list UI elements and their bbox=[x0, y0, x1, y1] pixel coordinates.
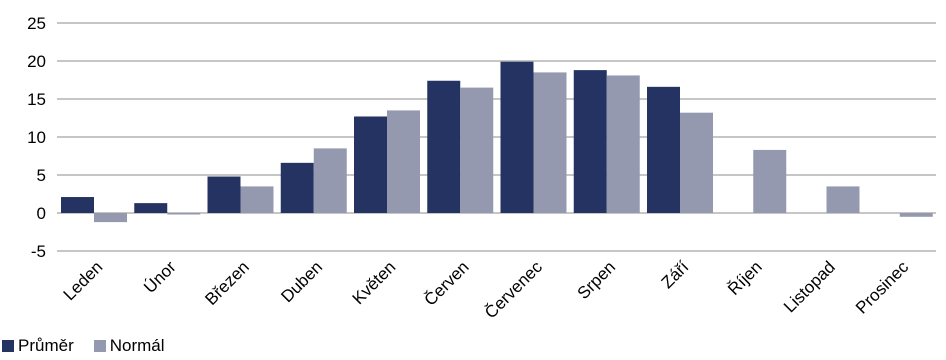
legend-label-prumer: Průměr bbox=[18, 336, 74, 355]
bar-prumer-unor bbox=[134, 203, 168, 213]
legend: Průměr Normál bbox=[2, 336, 185, 356]
y-tick-label: 5 bbox=[37, 166, 46, 185]
bar-prumer-duben bbox=[280, 162, 314, 213]
y-tick-label: 0 bbox=[37, 204, 46, 223]
bar-normal-unor bbox=[167, 213, 201, 215]
x-tick-label-kveten: Květen bbox=[349, 257, 400, 308]
y-tick-label: 10 bbox=[27, 128, 46, 147]
bar-normal-leden bbox=[94, 213, 127, 223]
x-tick-label-srpen: Srpen bbox=[574, 257, 620, 303]
y-tick-label: 15 bbox=[27, 90, 46, 109]
bar-normal-prosinec bbox=[899, 213, 933, 217]
bar-normal-listopad bbox=[826, 186, 860, 213]
bar-normal-duben bbox=[313, 148, 347, 213]
legend-swatch-prumer bbox=[2, 340, 14, 352]
bar-prumer-zari bbox=[647, 86, 680, 213]
bar-prumer-cervenec bbox=[500, 61, 534, 214]
bar-chart-svg: 25 20 15 10 5 0 -5 Leden Únor Březen Duben Květen Če… bbox=[27, 14, 936, 322]
bar-normal-cerven bbox=[460, 87, 494, 213]
legend-swatch-normal bbox=[93, 340, 106, 352]
x-tick-label-prosinec: Prosinec bbox=[852, 257, 913, 318]
bar-prumer-kveten bbox=[354, 116, 387, 213]
x-tick-label-duben: Duben bbox=[277, 257, 326, 306]
y-tick-label: 20 bbox=[27, 52, 46, 71]
x-tick-label-listopad: Listopad bbox=[780, 257, 839, 316]
x-tick-label-brezen: Březen bbox=[201, 257, 253, 309]
x-tick-label-rijen: Říjen bbox=[724, 257, 765, 298]
bar-prumer-cerven bbox=[427, 80, 461, 213]
bar-normal-rijen bbox=[753, 149, 787, 213]
legend-label-normal: Normál bbox=[109, 336, 165, 355]
x-tick-label-leden: Leden bbox=[60, 257, 107, 304]
x-tick-label-zari: Září bbox=[658, 257, 693, 292]
bar-normal-zari bbox=[680, 112, 713, 213]
legend-item-prumer: Průměr bbox=[2, 336, 74, 356]
bar-prumer-srpen bbox=[573, 70, 607, 214]
bar-normal-srpen bbox=[606, 75, 640, 213]
legend-item-normal: Normál bbox=[93, 336, 165, 356]
bar-normal-brezen bbox=[240, 186, 274, 213]
x-tick-label-unor: Únor bbox=[140, 257, 180, 297]
y-tick-label: 25 bbox=[27, 14, 46, 33]
bar-prumer-brezen bbox=[207, 176, 241, 213]
bar-normal-kveten bbox=[387, 110, 420, 213]
x-tick-label-cervenec: Červenec bbox=[481, 257, 546, 322]
bar-normal-cervenec bbox=[533, 72, 567, 214]
bar-prumer-leden bbox=[61, 197, 94, 213]
x-tick-label-cerven: Červen bbox=[421, 257, 473, 309]
y-tick-label: -5 bbox=[31, 242, 46, 261]
